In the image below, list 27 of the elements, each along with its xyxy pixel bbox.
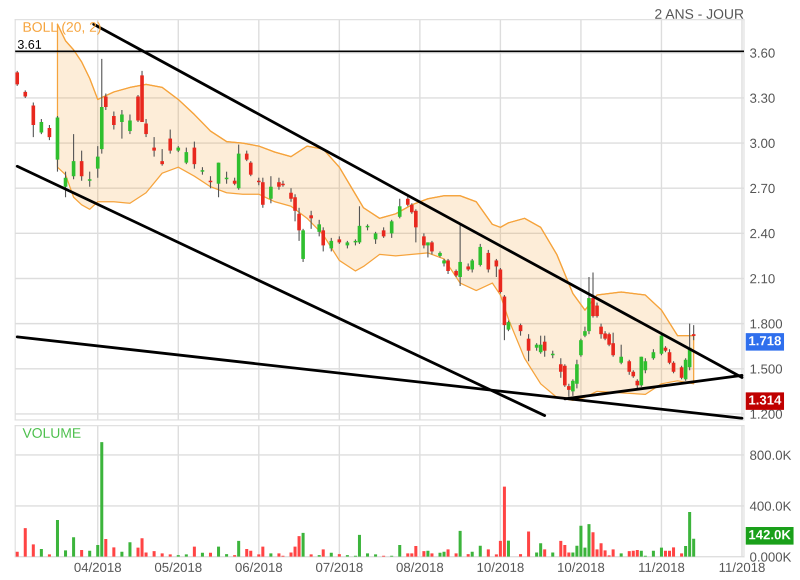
y-tick-label: 800.0K <box>750 450 792 460</box>
y-tick-label: 1.200 <box>750 409 782 419</box>
y-tick-label: 0.000K <box>750 552 792 562</box>
x-tick-label: 10/2018 <box>478 562 524 572</box>
x-tick-label: 06/2018 <box>235 562 282 572</box>
x-tick-label: 04/2018 <box>74 562 122 572</box>
text: 1.314 <box>749 395 782 405</box>
y-tick-label: 1.800 <box>750 319 782 329</box>
x-tick-label: 11/2018 <box>639 562 684 572</box>
y-tick-label: 2.10 <box>750 274 775 284</box>
y-tick-label: 3.30 <box>750 94 775 103</box>
x-tick-label: 07/2018 <box>316 562 363 572</box>
x-tick-label: 11/2018 <box>720 562 765 572</box>
y-tick-label: 400.0K <box>750 501 792 511</box>
text: 2 ANS - JOUR <box>655 9 744 19</box>
ref-line-label: 3.61 <box>18 40 42 49</box>
y-tick-label: 1.500 <box>750 364 782 374</box>
y-tick-label: 3.00 <box>750 138 775 148</box>
x-tick-label: 05/2018 <box>154 562 202 572</box>
text: 142.0K <box>749 530 791 540</box>
y-tick-label: 2.70 <box>750 184 775 194</box>
x-tick-label: 10/2018 <box>558 562 604 572</box>
chart-title: VOLUME <box>22 428 81 438</box>
y-tick-label: 3.60 <box>750 48 775 58</box>
text: 1.718 <box>749 336 781 346</box>
x-tick-label: 08/2018 <box>396 562 444 572</box>
y-tick-label: 2.40 <box>750 228 775 238</box>
